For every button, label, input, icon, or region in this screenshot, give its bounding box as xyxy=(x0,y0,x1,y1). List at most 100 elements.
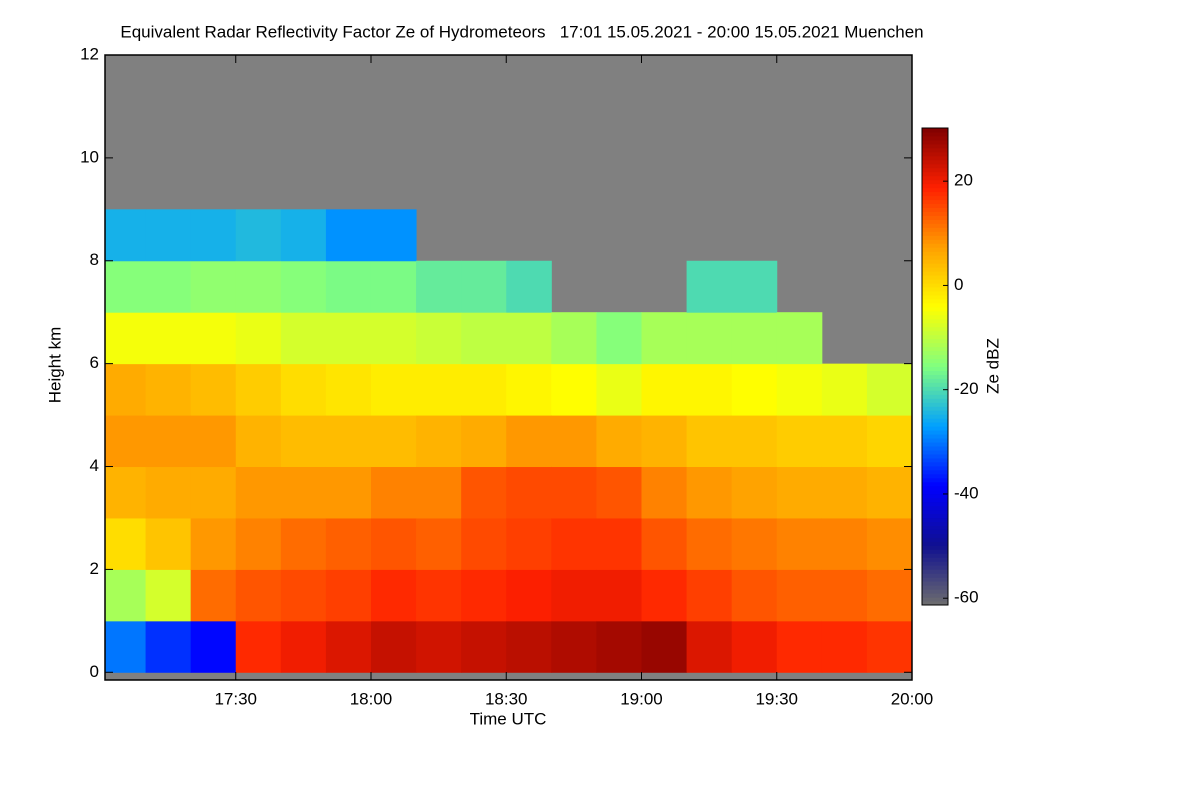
chart-title: Equivalent Radar Reflectivity Factor Ze … xyxy=(120,22,923,41)
y-tick-label: 2 xyxy=(90,559,99,578)
colorbar-slice xyxy=(922,418,948,423)
heatmap-cell xyxy=(506,620,552,673)
colorbar-slice xyxy=(922,279,948,284)
heatmap-cell xyxy=(190,209,237,262)
heatmap-cell xyxy=(416,260,462,313)
colorbar-tick-label: 0 xyxy=(954,275,963,294)
heatmap-cell xyxy=(416,415,462,468)
colorbar-slice xyxy=(922,489,948,495)
heatmap-cell xyxy=(105,312,147,365)
heatmap-cell xyxy=(416,466,462,519)
heatmap-cell xyxy=(551,312,597,365)
heatmap-cell xyxy=(506,415,552,468)
heatmap-cell xyxy=(235,517,282,570)
heatmap-cell xyxy=(145,260,192,313)
heatmap-cell xyxy=(731,466,778,519)
heatmap-cell xyxy=(370,620,417,673)
colorbar-slice xyxy=(922,589,948,594)
colorbar-slice xyxy=(922,346,948,352)
colorbar-slice xyxy=(922,203,948,208)
colorbar-slice xyxy=(922,481,948,487)
heatmap-cell xyxy=(551,363,597,416)
heatmap-cell xyxy=(731,363,778,416)
heatmap-cell xyxy=(280,209,327,262)
x-tick-label: 19:30 xyxy=(755,689,798,708)
colorbar-slice xyxy=(922,338,948,344)
heatmap-cell xyxy=(596,620,642,673)
colorbar-slice xyxy=(922,553,948,558)
heatmap-cell xyxy=(145,466,192,519)
plot-frame xyxy=(104,54,913,681)
colorbar-slice xyxy=(922,370,948,375)
heatmap-cell xyxy=(235,415,282,468)
heatmap-cell xyxy=(370,415,417,468)
colorbar-slice xyxy=(922,318,948,324)
colorbar-slice xyxy=(922,497,948,503)
colorbar-slice xyxy=(922,255,948,260)
heatmap-cell xyxy=(731,517,778,570)
x-tick-label: 17:30 xyxy=(214,689,257,708)
heatmap-cell xyxy=(235,363,282,416)
colorbar-frame xyxy=(921,127,949,606)
colorbar-slice xyxy=(922,235,948,240)
heatmap-cell xyxy=(325,620,372,673)
heatmap-cell xyxy=(325,466,372,519)
heatmap-cell xyxy=(235,209,282,262)
heatmap-cell xyxy=(235,312,282,365)
heatmap-cell xyxy=(821,415,868,468)
heatmap-cell xyxy=(596,363,642,416)
heatmap-cell xyxy=(686,260,733,313)
heatmap-cell xyxy=(596,312,642,365)
y-tick-label: 12 xyxy=(80,44,99,63)
colorbar-slice xyxy=(922,215,948,220)
heatmap-cell xyxy=(145,620,192,673)
colorbar-slice xyxy=(922,290,948,296)
heatmap-cell xyxy=(641,466,688,519)
heatmap-cell xyxy=(866,466,912,519)
heatmap-cell xyxy=(866,517,912,570)
heatmap-cell xyxy=(190,312,237,365)
colorbar-slice xyxy=(922,477,948,483)
colorbar-slice xyxy=(922,342,948,348)
heatmap-cell xyxy=(461,260,507,313)
colorbar-slice xyxy=(922,314,948,320)
heatmap-cell xyxy=(280,415,327,468)
heatmap-cell xyxy=(731,415,778,468)
colorbar-slice xyxy=(922,561,948,566)
heatmap-cell xyxy=(776,620,823,673)
colorbar-label: Ze dBZ xyxy=(983,338,1002,394)
colorbar-slice xyxy=(922,593,948,598)
heatmap-cell xyxy=(776,517,823,570)
colorbar-slice xyxy=(922,505,948,511)
colorbar-slice xyxy=(922,569,948,574)
heatmap-cell xyxy=(280,312,327,365)
colorbar-slice xyxy=(922,402,948,407)
heatmap-cell xyxy=(280,260,327,313)
heatmap-cell xyxy=(461,517,507,570)
heatmap-cell xyxy=(370,517,417,570)
colorbar-slice xyxy=(922,565,948,570)
colorbar-slice xyxy=(922,449,948,455)
x-tick-label: 18:00 xyxy=(350,689,393,708)
heatmap-cell xyxy=(641,363,688,416)
colorbar-slice xyxy=(922,453,948,459)
colorbar-slice xyxy=(922,517,948,523)
heatmap-cell xyxy=(280,363,327,416)
heatmap-cell xyxy=(776,466,823,519)
heatmap-cell xyxy=(370,466,417,519)
heatmap-cell xyxy=(325,312,372,365)
colorbar-slice xyxy=(922,231,948,236)
colorbar-slice xyxy=(922,378,948,383)
colorbar-slice xyxy=(922,358,948,364)
heatmap-cell xyxy=(461,620,507,673)
axes: 0 2 4 6 8 10 12 17:30 18:00 18:30 19:00 19:30 20:00 -… xyxy=(80,44,979,708)
x-tick-label: 19:00 xyxy=(620,689,663,708)
colorbar-slice xyxy=(922,422,948,427)
colorbar-slice xyxy=(922,287,948,292)
colorbar-slice xyxy=(922,366,948,371)
heatmap-cell xyxy=(866,620,912,673)
heatmap-cell xyxy=(461,466,507,519)
heatmap-cell xyxy=(776,569,823,622)
colorbar-slice xyxy=(922,207,948,212)
colorbar-slice xyxy=(922,493,948,499)
